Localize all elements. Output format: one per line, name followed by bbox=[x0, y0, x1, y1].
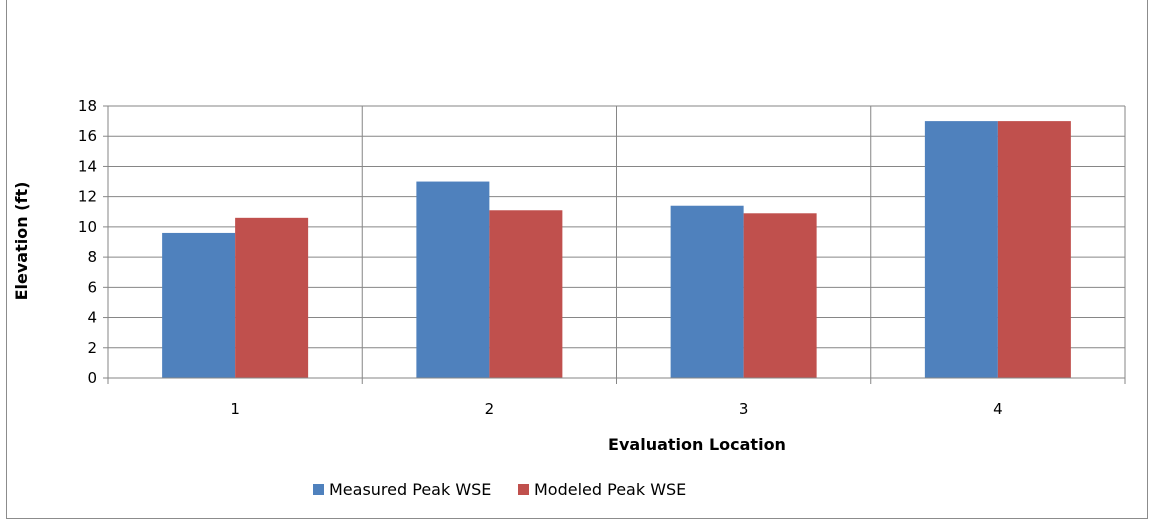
bar bbox=[416, 181, 490, 378]
y-tick-label: 18 bbox=[78, 97, 97, 115]
y-axis-title: Elevation (ft) bbox=[12, 182, 31, 301]
legend-swatch bbox=[518, 484, 529, 495]
bar bbox=[489, 210, 563, 378]
bars bbox=[162, 121, 1071, 378]
y-tick-label: 12 bbox=[78, 188, 97, 206]
x-axis-title: Evaluation Location bbox=[608, 435, 786, 454]
y-tick-label: 0 bbox=[87, 369, 97, 387]
bar bbox=[924, 121, 998, 378]
y-tick-label: 16 bbox=[78, 127, 97, 145]
bar bbox=[997, 121, 1071, 378]
x-tick-label: 1 bbox=[230, 400, 240, 418]
bar bbox=[235, 217, 309, 378]
y-tick-label: 2 bbox=[87, 339, 97, 357]
axes bbox=[103, 105, 1126, 384]
legend: Measured Peak WSE Modeled Peak WSE bbox=[313, 480, 686, 499]
x-tick-labels: 1 2 3 4 bbox=[230, 400, 1002, 418]
y-tick-labels: 0 2 4 6 8 10 12 14 16 18 bbox=[78, 97, 97, 387]
legend-swatch bbox=[313, 484, 324, 495]
x-tick-label: 2 bbox=[485, 400, 495, 418]
bar bbox=[670, 205, 744, 378]
y-tick-label: 14 bbox=[78, 157, 97, 175]
y-tick-label: 8 bbox=[87, 248, 97, 266]
y-tick-label: 10 bbox=[78, 218, 97, 236]
y-tick-label: 6 bbox=[87, 278, 97, 296]
x-tick-label: 4 bbox=[993, 400, 1003, 418]
y-tick-label: 4 bbox=[87, 309, 97, 327]
bar bbox=[743, 213, 817, 378]
legend-label: Modeled Peak WSE bbox=[534, 480, 686, 499]
legend-label: Measured Peak WSE bbox=[329, 480, 491, 499]
bar bbox=[162, 232, 236, 378]
x-tick-label: 3 bbox=[739, 400, 749, 418]
